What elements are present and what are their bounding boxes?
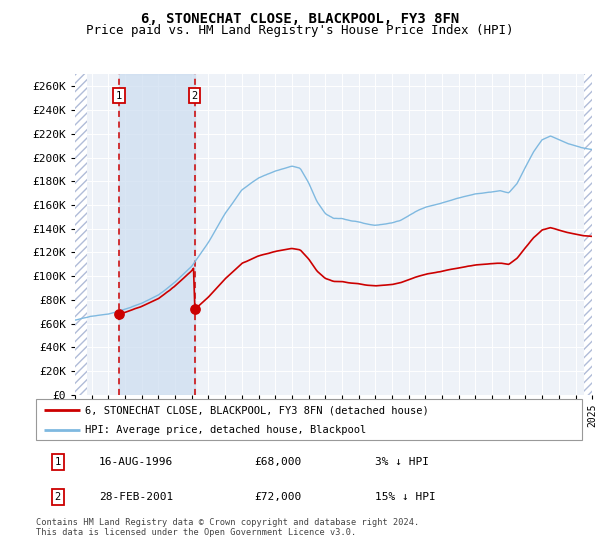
- Bar: [119, 74, 194, 395]
- Text: 28-FEB-2001: 28-FEB-2001: [99, 492, 173, 502]
- Text: Price paid vs. HM Land Registry's House Price Index (HPI): Price paid vs. HM Land Registry's House …: [86, 24, 514, 37]
- Text: 16-AUG-1996: 16-AUG-1996: [99, 457, 173, 467]
- Point: [190, 305, 199, 314]
- Text: HPI: Average price, detached house, Blackpool: HPI: Average price, detached house, Blac…: [85, 424, 367, 435]
- Text: 2: 2: [191, 91, 197, 101]
- Text: 2: 2: [55, 492, 61, 502]
- Text: 6, STONECHAT CLOSE, BLACKPOOL, FY3 8FN (detached house): 6, STONECHAT CLOSE, BLACKPOOL, FY3 8FN (…: [85, 405, 429, 415]
- FancyBboxPatch shape: [36, 399, 582, 440]
- Bar: [75, 74, 86, 395]
- Text: 1: 1: [55, 457, 61, 467]
- Point: [114, 310, 124, 319]
- Text: £68,000: £68,000: [254, 457, 302, 467]
- Text: 1: 1: [116, 91, 122, 101]
- Bar: [584, 74, 596, 395]
- Text: 3% ↓ HPI: 3% ↓ HPI: [374, 457, 428, 467]
- Text: Contains HM Land Registry data © Crown copyright and database right 2024.
This d: Contains HM Land Registry data © Crown c…: [36, 518, 419, 538]
- Text: 6, STONECHAT CLOSE, BLACKPOOL, FY3 8FN: 6, STONECHAT CLOSE, BLACKPOOL, FY3 8FN: [141, 12, 459, 26]
- Text: 15% ↓ HPI: 15% ↓ HPI: [374, 492, 435, 502]
- Text: £72,000: £72,000: [254, 492, 302, 502]
